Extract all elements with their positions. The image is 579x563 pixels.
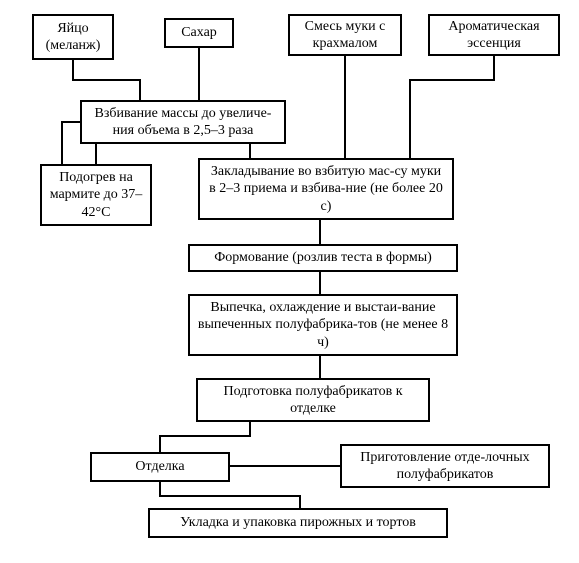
node-prep: Подготовка полуфабрикатов к отделке xyxy=(196,378,430,422)
node-label: Выпечка, охлаждение и выстаи-вание выпеч… xyxy=(196,299,450,352)
node-bake: Выпечка, охлаждение и выстаи-вание выпеч… xyxy=(188,294,458,356)
flowchart-canvas: { "diagram": { "type": "flowchart", "bac… xyxy=(0,0,579,563)
node-finish: Отделка xyxy=(90,452,230,482)
node-sugar: Сахар xyxy=(164,18,234,48)
node-label: Приготовление отде-лочных полуфабрикатов xyxy=(348,449,542,484)
node-label: Сахар xyxy=(181,24,217,42)
node-fold: Закладывание во взбитую мас-су муки в 2–… xyxy=(198,158,454,220)
node-label: Формование (розлив теста в формы) xyxy=(214,249,432,267)
node-label: Смесь муки с крахмалом xyxy=(296,18,394,53)
edge xyxy=(410,56,494,158)
node-label: Яйцо (меланж) xyxy=(40,20,106,55)
node-whip: Взбивание массы до увеличе-ния объема в … xyxy=(80,100,286,144)
node-label: Подготовка полуфабрикатов к отделке xyxy=(204,383,422,418)
node-flourmix: Смесь муки с крахмалом xyxy=(288,14,402,56)
node-label: Отделка xyxy=(135,458,184,476)
node-label: Взбивание массы до увеличе-ния объема в … xyxy=(88,105,278,140)
node-marmite: Подогрев на мармите до 37–42°С xyxy=(40,164,152,226)
edge xyxy=(62,122,80,164)
node-label: Закладывание во взбитую мас-су муки в 2–… xyxy=(206,163,446,216)
node-form: Формование (розлив теста в формы) xyxy=(188,244,458,272)
edge xyxy=(160,422,250,452)
node-egg: Яйцо (меланж) xyxy=(32,14,114,60)
node-makefin: Приготовление отде-лочных полуфабрикатов xyxy=(340,444,550,488)
node-label: Подогрев на мармите до 37–42°С xyxy=(48,169,144,222)
node-pack: Укладка и упаковка пирожных и тортов xyxy=(148,508,448,538)
node-label: Ароматическая эссенция xyxy=(436,18,552,53)
edge xyxy=(73,60,140,100)
node-label: Укладка и упаковка пирожных и тортов xyxy=(180,514,416,532)
node-aroma: Ароматическая эссенция xyxy=(428,14,560,56)
edge xyxy=(160,482,300,508)
